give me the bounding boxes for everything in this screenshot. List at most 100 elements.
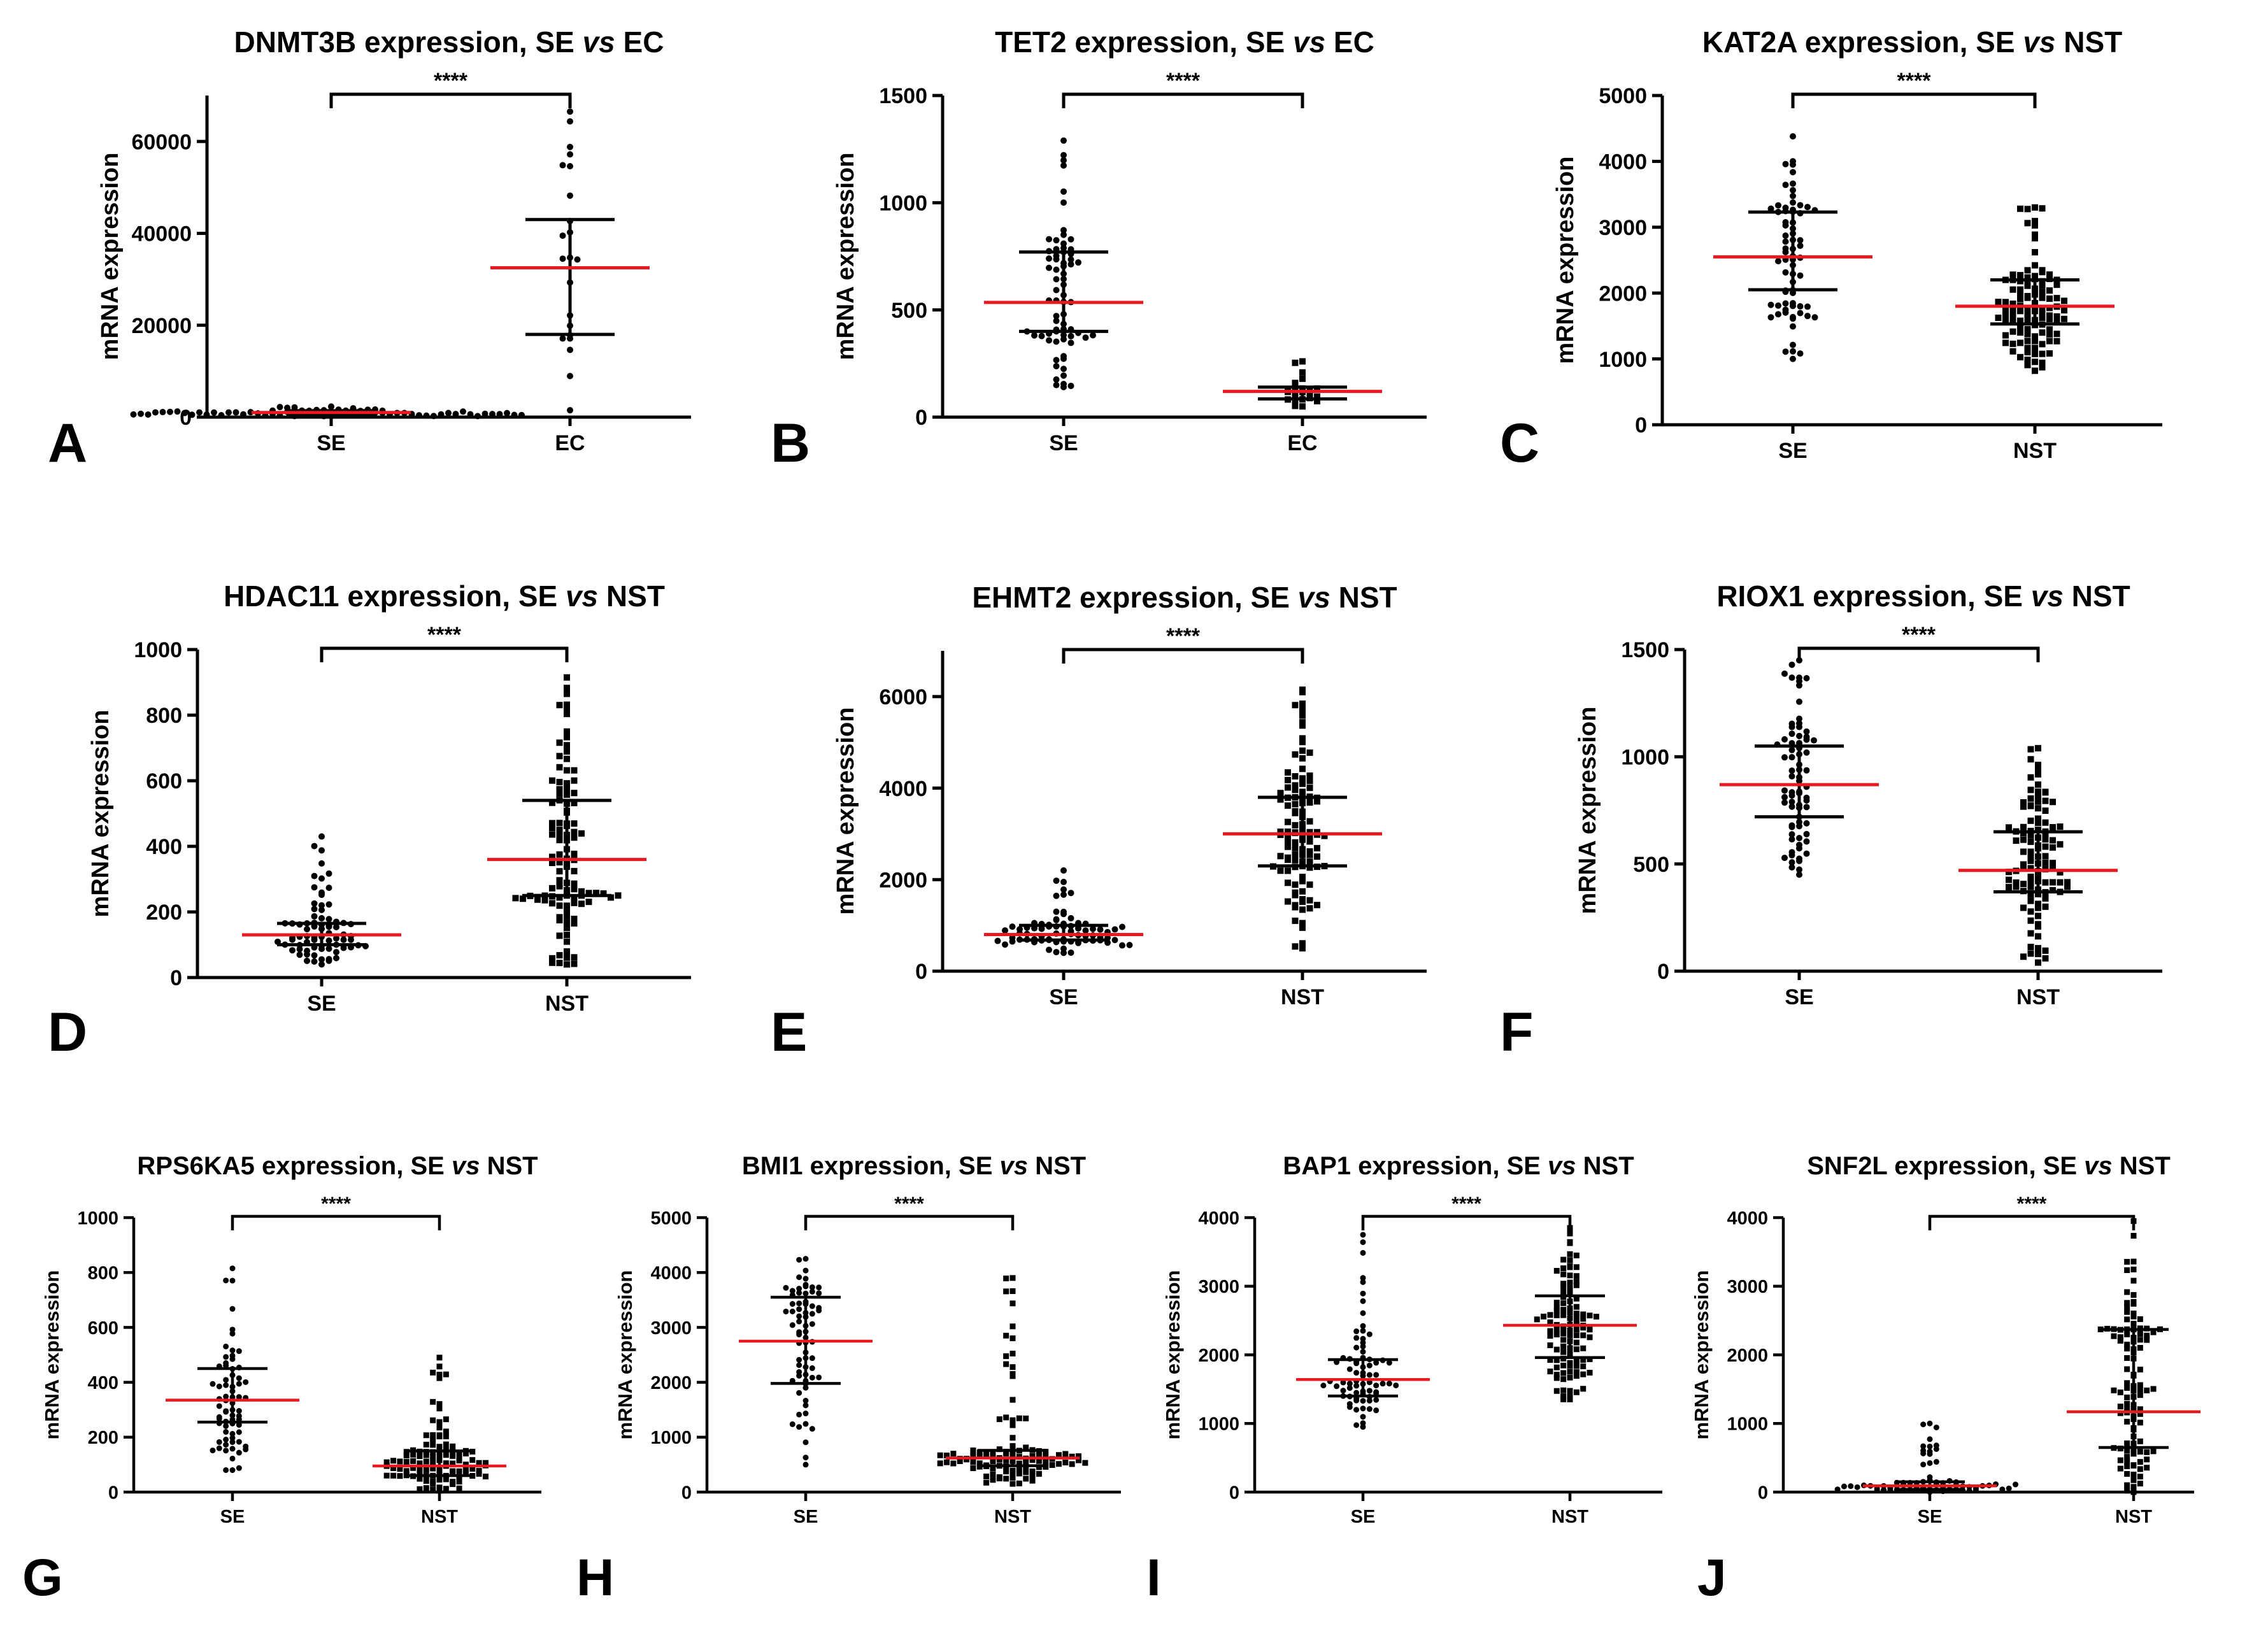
data-point [2027, 832, 2034, 839]
data-point [2020, 803, 2027, 810]
data-point [159, 409, 166, 416]
data-point [2002, 339, 2009, 346]
y-tick-label: 600 [88, 1318, 118, 1339]
data-point [796, 1411, 802, 1418]
data-point [1299, 780, 1306, 787]
data-point [1360, 1343, 1366, 1349]
y-axis-label: mRNA expression [614, 1270, 636, 1440]
data-point [469, 1457, 476, 1463]
data-point [2124, 1394, 2130, 1400]
data-point [236, 1375, 242, 1381]
data-point [2124, 1316, 2130, 1323]
data-point [1573, 1311, 1580, 1317]
data-point [802, 1256, 809, 1262]
data-point [2130, 1310, 2137, 1316]
data-point [417, 1460, 423, 1467]
data-point [1887, 1487, 1894, 1493]
data-point [1299, 747, 1306, 754]
panel-title: RIOX1 expression, SE vs NST [1716, 580, 2130, 613]
data-point [210, 1381, 216, 1387]
data-point [1587, 1369, 1593, 1376]
data-point [1775, 202, 1781, 209]
data-point [1036, 1458, 1042, 1464]
data-point [789, 1421, 795, 1427]
data-point [994, 937, 1001, 944]
data-point [2053, 338, 2060, 345]
data-point [1775, 258, 1781, 265]
data-point [1285, 834, 1291, 841]
x-category-label: NST [545, 992, 588, 1016]
data-point [571, 777, 578, 784]
data-point [556, 779, 563, 786]
data-point [2050, 823, 2056, 830]
data-point [1788, 864, 1795, 871]
data-point [1060, 945, 1067, 952]
data-point [2053, 317, 2060, 324]
data-point [578, 900, 585, 907]
data-point [1560, 1387, 1567, 1393]
data-point [2017, 325, 2023, 332]
data-point [2130, 1218, 2137, 1224]
data-point [2024, 274, 2031, 281]
data-point [549, 959, 555, 966]
data-point [1060, 188, 1067, 195]
data-point [1285, 829, 1291, 836]
data-point [438, 411, 445, 418]
y-tick-label: 2000 [1198, 1346, 1239, 1366]
data-point [2009, 328, 2016, 335]
panel-title: BAP1 expression, SE vs NST [1283, 1152, 1634, 1180]
data-point [564, 706, 570, 713]
panel-letter: C [1500, 413, 1539, 474]
data-point [796, 1256, 802, 1263]
data-point [2039, 329, 2046, 336]
data-point [2017, 339, 2023, 346]
data-point [476, 1460, 482, 1466]
data-point [1277, 790, 1284, 797]
data-point [1782, 181, 1789, 189]
data-point [152, 409, 159, 416]
x-category-label: NST [2115, 1507, 2152, 1527]
data-point [564, 674, 570, 681]
data-point [2039, 282, 2046, 289]
data-point [2124, 1346, 2130, 1352]
data-point [556, 702, 563, 709]
data-point [2144, 1465, 2150, 1471]
data-point [1016, 1480, 1022, 1486]
data-point [1790, 187, 1796, 194]
data-point [318, 833, 325, 840]
data-point [2035, 913, 2041, 920]
data-point [996, 1476, 1002, 1482]
data-point [1920, 1462, 1927, 1468]
panel-letter: F [1500, 1002, 1534, 1063]
data-point [2024, 356, 2031, 363]
data-point [2039, 288, 2046, 295]
data-point [1874, 1487, 1880, 1493]
x-category-label: SE [220, 1507, 245, 1527]
data-point [167, 408, 173, 415]
data-point [229, 1431, 236, 1437]
data-point [1580, 1311, 1587, 1318]
data-point [2020, 881, 2027, 888]
data-point [1553, 1346, 1560, 1353]
data-point [1306, 897, 1313, 904]
data-point [2027, 879, 2034, 886]
data-point [1075, 259, 1081, 266]
data-point [1782, 348, 1789, 355]
y-tick-label: 4000 [1727, 1208, 1768, 1228]
data-point [990, 1458, 996, 1465]
y-tick-label: 800 [88, 1263, 118, 1284]
data-point [1373, 1407, 1380, 1414]
data-point [1573, 1252, 1580, 1258]
data-point [1999, 1486, 2006, 1493]
panel-title: EHMT2 expression, SE vs NST [972, 581, 1397, 614]
x-category-label: EC [555, 431, 585, 455]
data-point [236, 1449, 242, 1456]
data-point [1560, 1376, 1567, 1383]
data-point [549, 853, 555, 860]
data-point [1360, 1275, 1366, 1281]
data-point [1029, 1457, 1036, 1463]
data-point [2027, 891, 2034, 898]
data-point [2117, 1404, 2123, 1410]
data-point [1292, 702, 1299, 709]
data-point [2027, 917, 2034, 924]
